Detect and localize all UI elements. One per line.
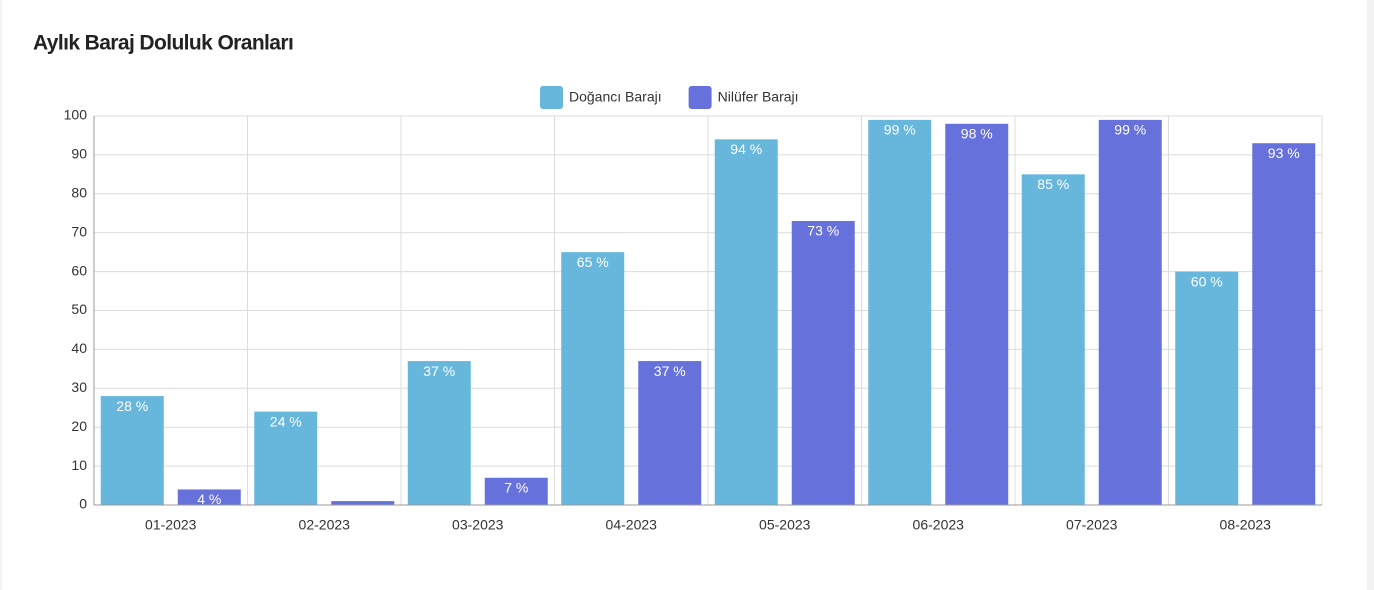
legend-item[interactable]: Doğancı Barajı (540, 86, 662, 109)
bar (177, 489, 241, 505)
bar (791, 221, 855, 505)
value-label: 98 % (961, 125, 993, 141)
y-tick-label: 0 (79, 496, 87, 512)
bar (638, 361, 702, 505)
legend-label: Nilüfer Barajı (718, 89, 799, 105)
value-label: 7 % (504, 479, 528, 495)
y-tick-label: 10 (71, 457, 87, 473)
y-tick-label: 20 (71, 418, 87, 434)
legend: Doğancı Barajı Nilüfer Barajı (540, 86, 799, 109)
x-tick-label: 02-2023 (299, 517, 351, 533)
legend-item[interactable]: Nilüfer Barajı (688, 86, 799, 109)
axes: 0 10 20 30 40 50 60 70 80 90 100 01-2023 02-2023 03-2… (64, 107, 1322, 533)
bar (868, 119, 932, 505)
x-tick-label: 07-2023 (1066, 517, 1118, 533)
x-tick-label: 08-2023 (1220, 517, 1272, 533)
bar (331, 501, 395, 505)
bars (100, 119, 1316, 506)
bar (484, 477, 548, 505)
value-label: 93 % (1268, 145, 1300, 161)
value-label: 73 % (807, 223, 839, 239)
bar (714, 139, 778, 505)
value-label: 94 % (730, 141, 762, 157)
y-tick-label: 40 (71, 340, 87, 356)
y-tick-label: 80 (71, 185, 87, 201)
x-tick-label: 05-2023 (759, 517, 811, 533)
bar (1252, 143, 1316, 506)
bar (561, 252, 625, 505)
value-label: 37 % (654, 363, 686, 379)
x-tick-label: 06-2023 (913, 517, 965, 533)
value-label: 60 % (1191, 273, 1223, 289)
value-label: 99 % (1114, 122, 1146, 138)
y-tick-label: 60 (71, 262, 87, 278)
value-label: 1 % (351, 503, 375, 519)
bar (945, 123, 1009, 505)
bar (1175, 271, 1239, 505)
bar (254, 411, 318, 505)
value-label: 24 % (270, 413, 302, 429)
legend-swatch (688, 86, 712, 109)
x-tick-label: 01-2023 (145, 517, 197, 533)
chart-title: Aylık Baraj Doluluk Oranları (33, 32, 293, 55)
value-label: 85 % (1037, 176, 1069, 192)
legend-label: Doğancı Barajı (569, 89, 662, 105)
value-label: 37 % (423, 363, 455, 379)
bar (1021, 174, 1085, 505)
value-label: 4 % (197, 491, 221, 507)
legend-swatch (540, 86, 563, 109)
value-label: 99 % (884, 122, 916, 138)
bar (100, 396, 164, 505)
x-tick-label: 04-2023 (606, 517, 658, 533)
y-tick-label: 50 (71, 301, 87, 317)
x-tick-label: 03-2023 (452, 517, 504, 533)
y-tick-label: 100 (64, 107, 88, 123)
value-label: 28 % (116, 398, 148, 414)
bar (1098, 119, 1162, 505)
y-tick-label: 90 (71, 146, 87, 162)
bar (407, 361, 471, 505)
value-labels: 28 % 4 % 24 % 1 % 37 % 7 % 65 % 37 % 94 % 73 % 99 … (116, 122, 1300, 519)
value-label: 65 % (577, 254, 609, 270)
y-tick-label: 30 (71, 379, 87, 395)
y-tick-label: 70 (71, 223, 87, 239)
